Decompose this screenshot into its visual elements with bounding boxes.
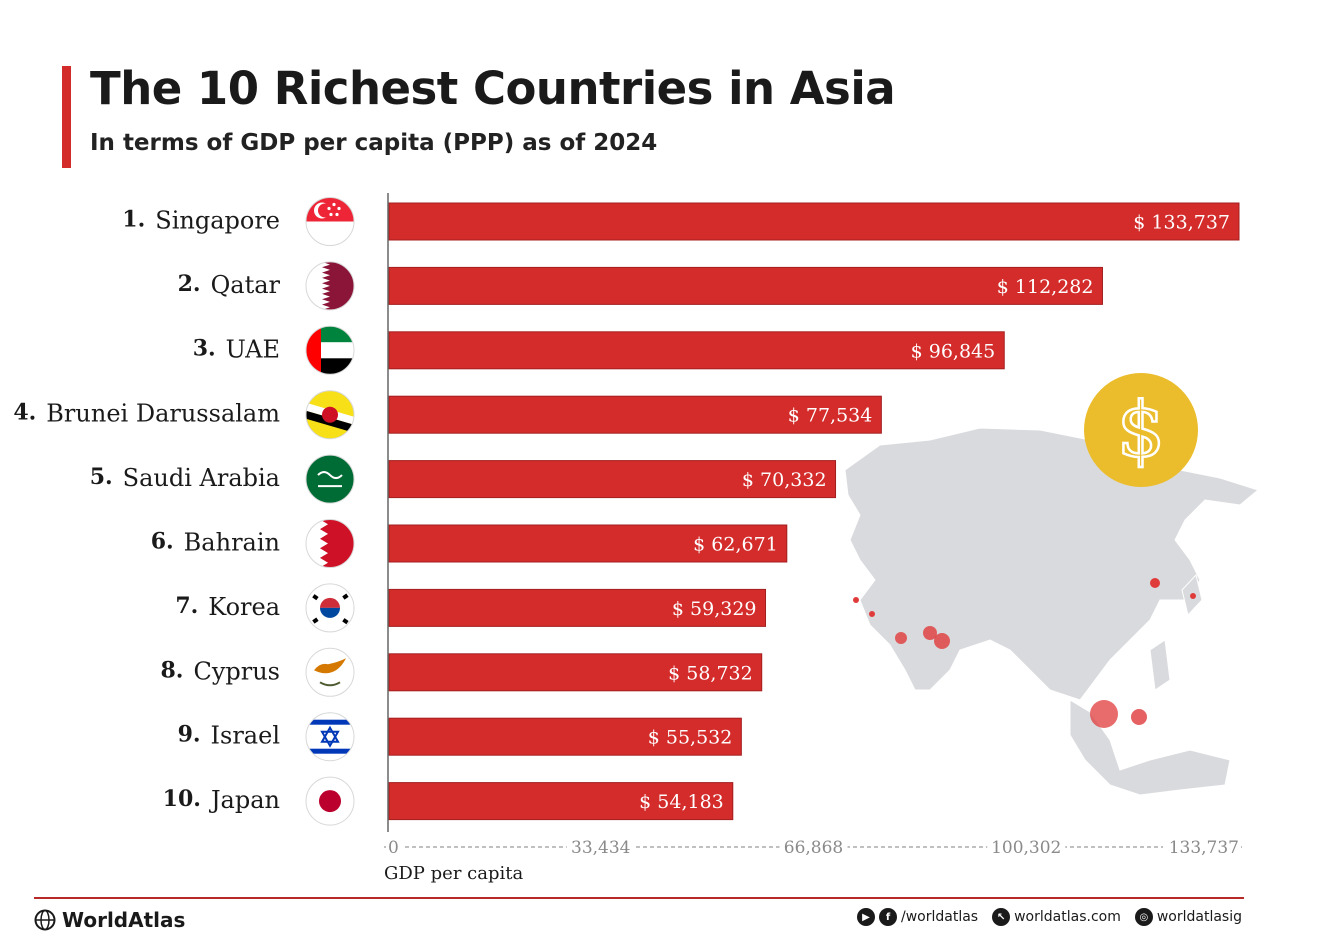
hotspot-japan: [1190, 593, 1196, 599]
value-label-saudi-arabia: $ 70,332: [742, 469, 827, 491]
social-handle-text: /worldatlas: [901, 909, 979, 925]
rank-label-saudi-arabia: 5.: [90, 464, 113, 490]
rank-label-korea: 7.: [175, 593, 198, 619]
category-label-japan: Japan: [208, 786, 280, 814]
value-label-korea: $ 59,329: [672, 598, 757, 620]
value-label-bahrain: $ 62,671: [693, 534, 778, 556]
bar-saudi-arabia: [388, 460, 837, 499]
bar-korea: [388, 588, 767, 627]
rank-label-japan: 10.: [163, 786, 201, 812]
bar-uae: [388, 331, 1005, 370]
korea-flag-icon: [305, 583, 355, 633]
tick-label-bg: [779, 837, 848, 857]
bar-japan: [388, 782, 734, 821]
category-label-korea: Korea: [208, 593, 280, 621]
qatar-flag-icon: [305, 261, 355, 311]
gdp-hotspots: [853, 578, 1196, 728]
tick-label-bg: [1163, 837, 1241, 857]
rank-label-cyprus: 8.: [161, 657, 184, 683]
tick-label-bg: [566, 837, 635, 857]
saudi-arabia-flag-icon: [305, 454, 355, 504]
value-label-uae: $ 96,845: [911, 340, 996, 362]
social-handle-link[interactable]: ▶ f /worldatlas: [857, 908, 978, 926]
bar-israel: [388, 717, 742, 756]
brand: WorldAtlas: [34, 908, 185, 932]
instagram-link[interactable]: ◎ worldatlasig: [1134, 908, 1242, 926]
website-text: worldatlas.com: [1014, 909, 1121, 925]
hotspot-gulf-2: [934, 633, 950, 649]
hotspot-cyprus: [853, 597, 859, 603]
rank-label-singapore: 1.: [122, 207, 145, 233]
category-label-saudi-arabia: Saudi Arabia: [123, 464, 280, 492]
title-accent-bar: [62, 66, 71, 168]
svg-text:$: $: [1117, 385, 1165, 474]
tick-label-2: 66,868: [784, 838, 843, 858]
brand-name: WorldAtlas: [62, 908, 186, 932]
value-label-brunei-darussalam: $ 77,534: [788, 405, 873, 427]
bar-singapore: [388, 202, 1240, 241]
bahrain-flag-icon: [305, 519, 355, 568]
website-link[interactable]: ↖ worldatlas.com: [992, 908, 1121, 926]
instagram-text: worldatlasig: [1156, 909, 1242, 925]
hotspot-singapore: [1090, 700, 1118, 728]
chart-subtitle: In terms of GDP per capita (PPP) as of 2…: [90, 130, 658, 156]
asia-map-icon: [844, 427, 1260, 796]
tick-label-bg: [987, 837, 1066, 857]
japan-flag-icon: [305, 776, 355, 826]
instagram-icon: ◎: [1134, 908, 1153, 926]
value-label-cyprus: $ 58,732: [668, 662, 753, 684]
uae-flag-icon: [305, 325, 355, 375]
globe-icon: [34, 909, 56, 931]
tick-label-4: 133,737: [1169, 838, 1239, 858]
tick-label-3: 100,302: [991, 838, 1061, 858]
hotspot-saudi: [895, 632, 907, 644]
rank-label-qatar: 2.: [178, 271, 201, 297]
dollar-coin-icon: $: [1084, 373, 1198, 487]
hotspot-korea: [1150, 578, 1160, 588]
hotspot-israel: [869, 611, 875, 617]
rank-label-bahrain: 6.: [151, 529, 174, 555]
category-label-brunei-darussalam: Brunei Darussalam: [46, 400, 280, 428]
rank-label-israel: 9.: [178, 722, 201, 748]
israel-flag-icon: [305, 712, 355, 762]
brunei-flag-icon: [305, 390, 355, 440]
category-label-singapore: Singapore: [155, 207, 280, 235]
category-label-uae: UAE: [226, 335, 280, 363]
category-label-cyprus: Cyprus: [193, 657, 280, 685]
value-label-israel: $ 55,532: [648, 727, 733, 749]
tick-label-0: 0: [388, 838, 399, 858]
category-label-bahrain: Bahrain: [184, 529, 280, 557]
category-label-qatar: Qatar: [211, 271, 281, 299]
value-label-qatar: $ 112,282: [997, 276, 1094, 298]
footer-divider: [34, 897, 1244, 899]
chart-title: The 10 Richest Countries in Asia: [90, 62, 896, 115]
bar-cyprus: [388, 653, 763, 692]
tick-label-bg: [386, 837, 404, 857]
social-links: ▶ f /worldatlas ↖ worldatlas.com ◎ world…: [857, 908, 1242, 926]
x-axis-title: GDP per capita: [384, 863, 523, 884]
value-label-japan: $ 54,183: [639, 791, 724, 813]
bar-brunei-darussalam: [388, 395, 882, 434]
cyprus-flag-icon: [305, 647, 355, 697]
hotspot-brunei: [1131, 709, 1147, 725]
youtube-icon: ▶: [857, 908, 875, 926]
facebook-icon: f: [879, 908, 897, 926]
hotspot-gulf-1: [923, 626, 937, 640]
bar-qatar: [388, 266, 1103, 305]
category-label-israel: Israel: [211, 722, 280, 750]
rank-label-uae: 3.: [193, 335, 216, 361]
cursor-icon: ↖: [992, 908, 1011, 926]
rank-label-brunei-darussalam: 4.: [13, 400, 36, 426]
singapore-flag-icon: [305, 197, 355, 246]
value-label-singapore: $ 133,737: [1133, 212, 1230, 234]
bar-bahrain: [388, 524, 788, 563]
tick-label-1: 33,434: [571, 838, 630, 858]
